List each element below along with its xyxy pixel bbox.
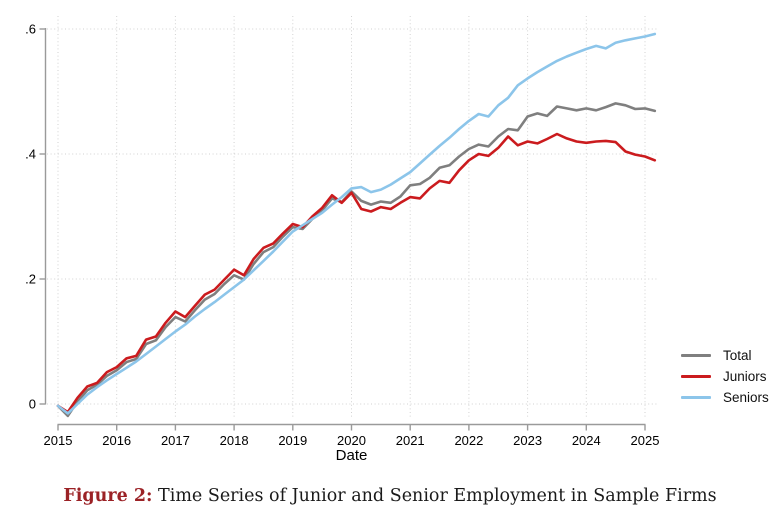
- legend-label-total: Total: [723, 348, 752, 363]
- legend-label-juniors: Juniors: [723, 369, 767, 384]
- x-axis-tick-label-2024: 2024: [572, 433, 601, 448]
- x-axis-tick-label-2018: 2018: [220, 433, 249, 448]
- x-axis-tick-label-2019: 2019: [278, 433, 307, 448]
- legend-item-seniors: Seniors: [681, 391, 769, 404]
- figure-caption: Figure 2: Time Series of Junior and Seni…: [0, 486, 780, 506]
- figure-label: Figure 2:: [63, 486, 153, 506]
- x-axis-tick-label-2023: 2023: [513, 433, 542, 448]
- x-axis-tick-label-2017: 2017: [161, 433, 190, 448]
- legend-label-seniors: Seniors: [723, 390, 769, 405]
- series-line-seniors: [56, 32, 657, 415]
- y-axis-tick-label-.2: .2: [25, 272, 36, 287]
- legend-item-juniors: Juniors: [681, 370, 769, 383]
- legend-swatch-juniors: [681, 375, 711, 378]
- y-axis-tick-label-0: 0: [29, 397, 36, 412]
- legend: Total Juniors Seniors: [681, 349, 769, 404]
- series-line-total: [56, 102, 657, 418]
- legend-item-total: Total: [681, 349, 769, 362]
- x-axis-tick-label-2020: 2020: [337, 433, 366, 448]
- series-line-juniors: [56, 132, 657, 414]
- x-axis-tick-label-2021: 2021: [396, 433, 425, 448]
- y-axis-tick-label-.6: .6: [25, 22, 36, 37]
- x-axis-tick-label-2025: 2025: [631, 433, 660, 448]
- legend-swatch-seniors: [681, 396, 711, 399]
- chart-canvas: 0 .2 .4 .6 2015 2016 2017 2018 2019 2020 2021 2022 2…: [25, 16, 660, 448]
- figure-caption-text: Time Series of Junior and Senior Employm…: [158, 486, 717, 506]
- x-axis-tick-label-2016: 2016: [102, 433, 131, 448]
- x-axis-tick-label-2022: 2022: [454, 433, 483, 448]
- legend-swatch-total: [681, 354, 711, 357]
- x-axis-tick-label-2015: 2015: [44, 433, 73, 448]
- y-axis-tick-label-.4: .4: [25, 147, 36, 162]
- x-axis-title: Date: [335, 447, 368, 464]
